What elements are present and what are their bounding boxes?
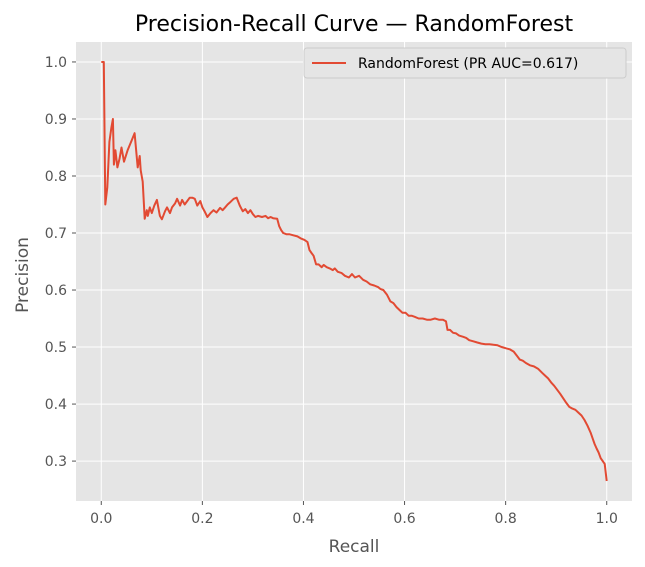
plot-background — [76, 42, 632, 501]
y-tick-label: 0.7 — [45, 226, 67, 242]
chart-title: Precision-Recall Curve — RandomForest — [135, 12, 574, 37]
y-axis-ticks: 0.3 0.4 0.5 0.6 0.7 0.8 0.9 1.0 — [45, 55, 76, 470]
x-tick-label: 0.4 — [292, 511, 314, 527]
x-axis-ticks: 0.0 0.2 0.4 0.6 0.8 1.0 — [90, 501, 618, 527]
x-tick-label: 1.0 — [596, 511, 618, 527]
x-axis-label: Recall — [329, 537, 380, 557]
y-axis-label: Precision — [13, 237, 33, 313]
y-tick-label: 0.3 — [45, 454, 67, 470]
y-tick-label: 1.0 — [45, 55, 67, 71]
x-tick-label: 0.6 — [393, 511, 415, 527]
x-tick-label: 0.2 — [191, 511, 213, 527]
legend: RandomForest (PR AUC=0.617) — [303, 47, 627, 79]
series-layer — [101, 61, 608, 482]
x-tick-label: 0.8 — [495, 511, 517, 527]
legend-entry-label: RandomForest (PR AUC=0.617) — [358, 56, 578, 72]
legend-box — [303, 47, 627, 79]
y-tick-label: 0.9 — [45, 112, 67, 128]
y-tick-label: 0.4 — [45, 397, 67, 413]
x-tick-label: 0.0 — [90, 511, 112, 527]
y-tick-label: 0.5 — [45, 340, 67, 356]
pr-curve-line — [101, 61, 608, 482]
y-tick-label: 0.8 — [45, 169, 67, 185]
y-tick-label: 0.6 — [45, 283, 67, 299]
